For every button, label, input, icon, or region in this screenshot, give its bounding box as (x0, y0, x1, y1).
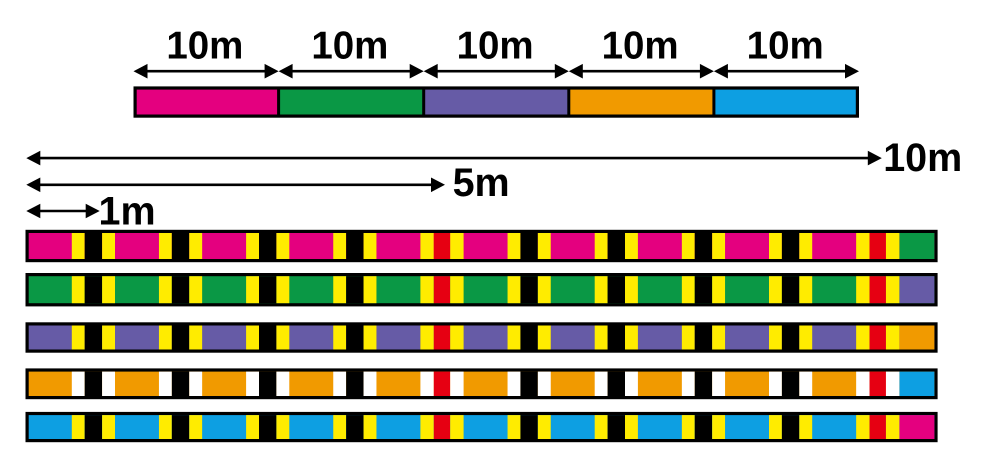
svg-text:10m: 10m (457, 25, 534, 68)
svg-text:1m: 1m (99, 190, 156, 234)
svg-text:10m: 10m (883, 136, 962, 180)
svg-text:5m: 5m (453, 161, 510, 205)
svg-text:10m: 10m (747, 25, 824, 68)
svg-text:10m: 10m (602, 25, 679, 68)
svg-text:10m: 10m (166, 25, 243, 68)
svg-text:10m: 10m (311, 25, 388, 68)
